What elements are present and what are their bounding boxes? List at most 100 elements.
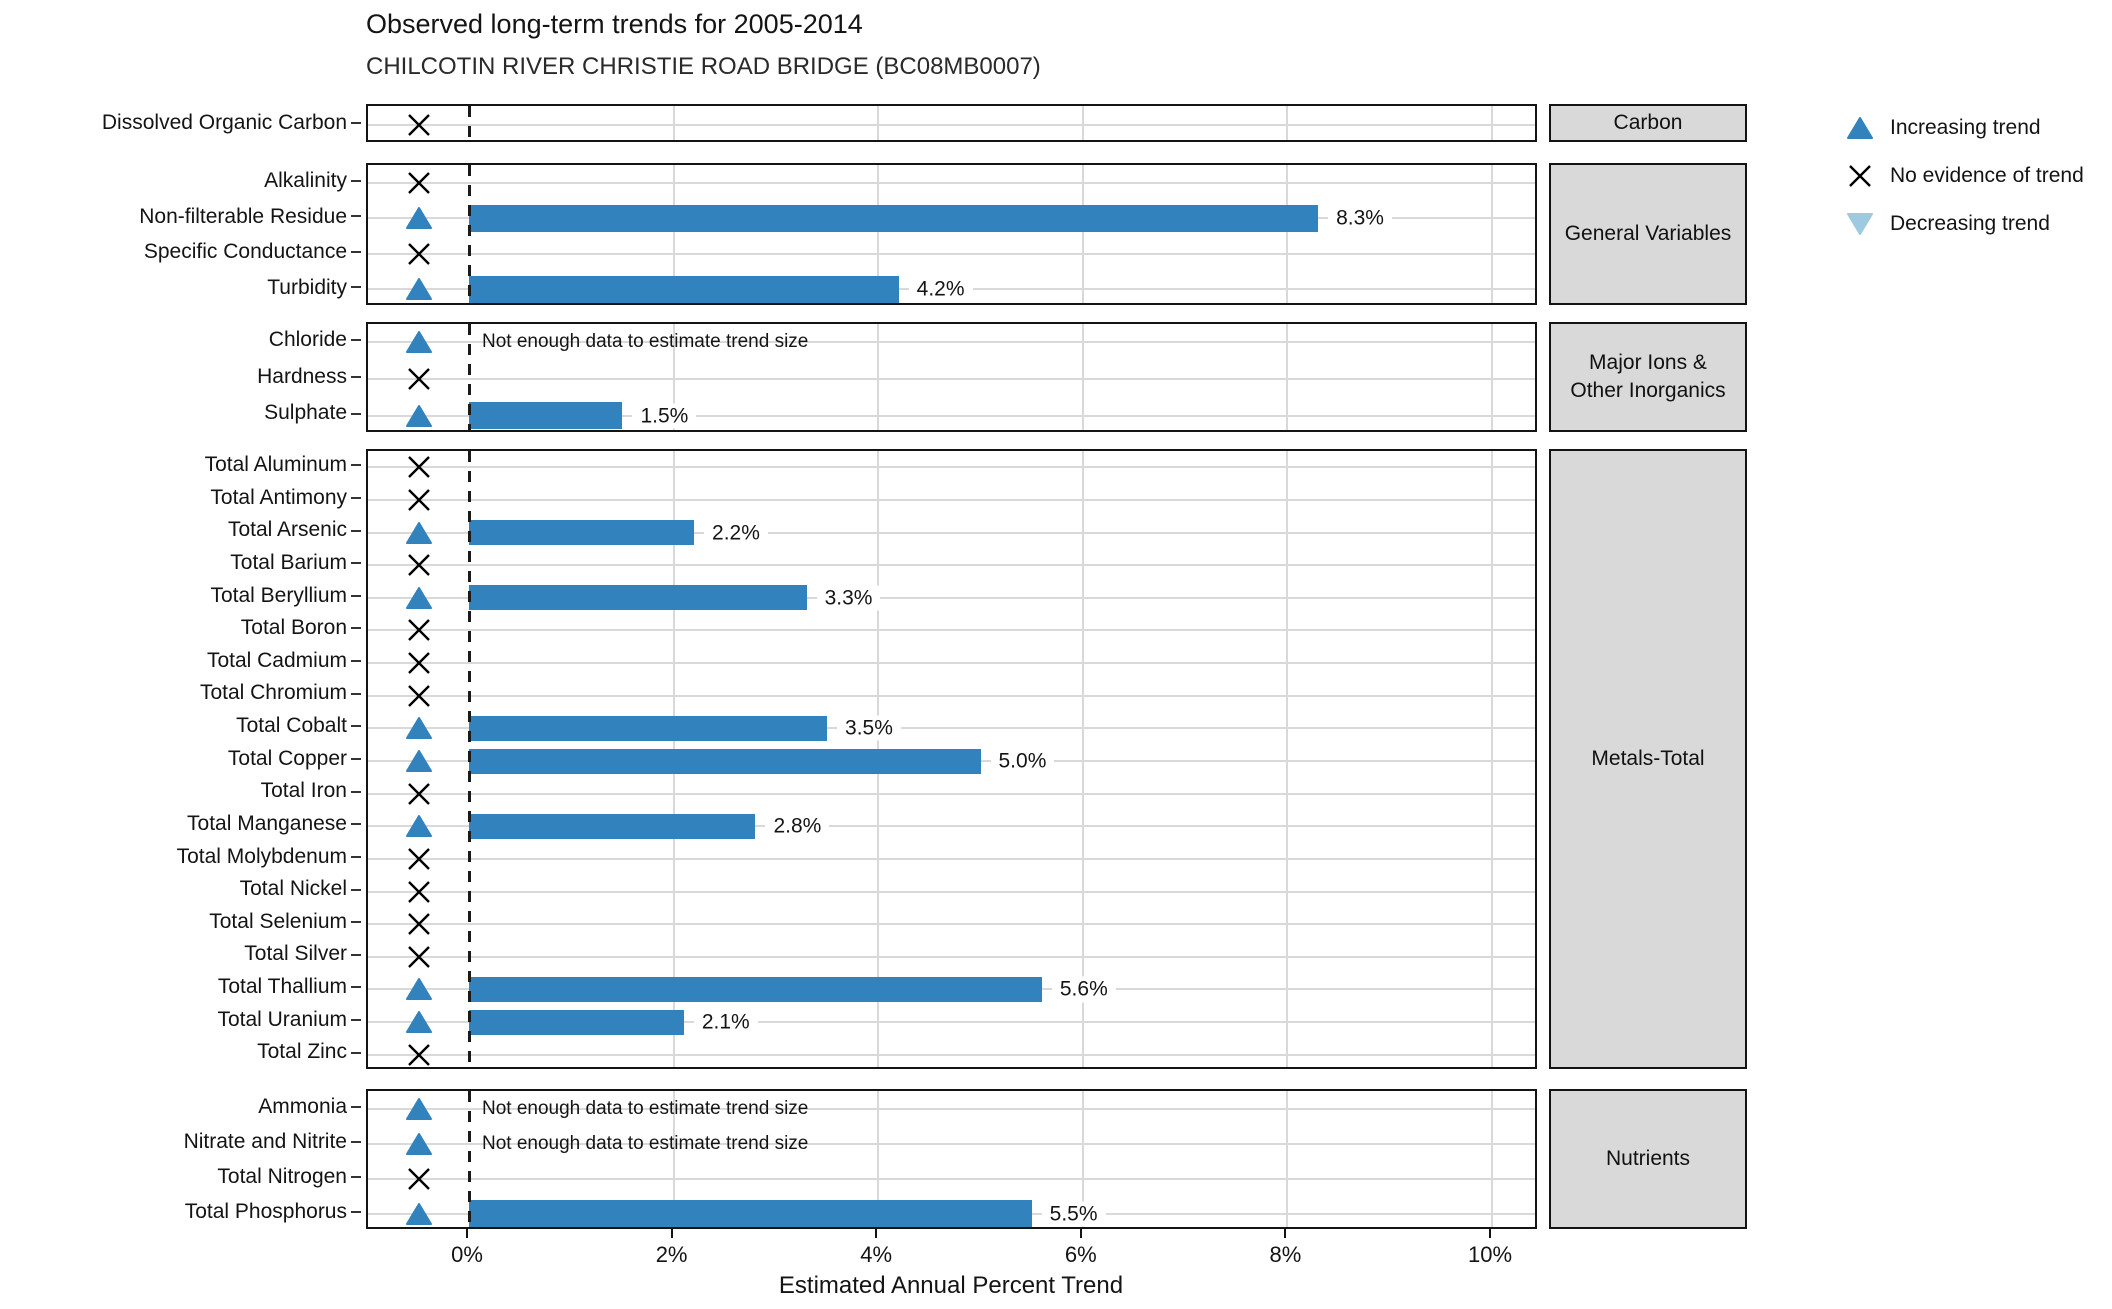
row-gridline xyxy=(368,531,1535,534)
legend-label: Decreasing trend xyxy=(1890,212,2050,235)
row-gridline xyxy=(368,694,1535,697)
x-axis-tick xyxy=(1079,1229,1082,1238)
param-label: Total Cobalt xyxy=(236,714,347,738)
vertical-gridline xyxy=(1286,451,1289,1067)
vertical-gridline xyxy=(1081,324,1084,430)
x-icon xyxy=(1842,163,1878,189)
facet-strip-major-ions-other-inorganics: Major Ions & Other Inorganics xyxy=(1549,322,1747,432)
vertical-gridline xyxy=(1286,106,1289,140)
trend-bar xyxy=(469,585,807,611)
trend-bar xyxy=(469,1009,684,1035)
param-label: Total Chromium xyxy=(199,681,347,705)
param-label: Dissolved Organic Carbon xyxy=(101,111,347,134)
row-gridline xyxy=(368,792,1535,795)
bar-value-label: 4.2% xyxy=(908,276,973,302)
no-trend-icon xyxy=(406,1166,432,1192)
bar-value-label: 5.0% xyxy=(990,748,1055,774)
bar-value-label: 2.2% xyxy=(704,520,768,546)
zero-reference-line xyxy=(468,106,471,140)
no-trend-icon xyxy=(406,112,432,138)
increasing-trend-icon xyxy=(405,404,433,428)
y-axis-tick xyxy=(351,339,361,342)
param-label: Specific Conductance xyxy=(143,240,347,263)
legend-item-decreasing: Decreasing trend xyxy=(1842,200,2084,248)
trend-bar xyxy=(469,748,981,774)
no-trend-icon xyxy=(406,911,432,937)
vertical-gridline xyxy=(1491,165,1493,303)
y-axis-tick xyxy=(351,529,361,532)
vertical-gridline xyxy=(1081,165,1084,303)
no-trend-icon xyxy=(406,366,432,392)
facet-nutrients: Ammonia Nitrate and Nitrite Total Nitrogen… xyxy=(0,1089,2112,1229)
y-axis-tick xyxy=(351,376,361,378)
increasing-trend-icon xyxy=(405,749,433,773)
row-gridline xyxy=(368,181,1535,184)
no-trend-icon xyxy=(406,879,432,905)
facet-panel-carbon xyxy=(366,104,1537,142)
facet-strip-label: Major Ions & Other Inorganics xyxy=(1570,350,1726,402)
param-label: Total Nickel xyxy=(239,877,347,901)
row-gridline xyxy=(368,1107,1535,1110)
row-gridline xyxy=(368,890,1535,893)
param-label: Alkalinity xyxy=(264,169,347,192)
param-label: Non-filterable Residue xyxy=(139,204,347,228)
vertical-gridline xyxy=(877,165,880,303)
row-gridline xyxy=(368,629,1535,632)
y-axis-tick xyxy=(351,921,361,924)
row-gridline xyxy=(368,1053,1535,1056)
no-trend-icon xyxy=(406,1042,432,1068)
row-gridline xyxy=(368,124,1535,126)
x-axis-tick xyxy=(1489,1229,1491,1238)
y-axis-tick xyxy=(351,986,361,989)
bar-value-label: 5.6% xyxy=(1051,976,1116,1002)
vertical-gridline xyxy=(1491,324,1493,430)
bar-value-label: 3.5% xyxy=(837,715,901,741)
x-axis-tick xyxy=(1284,1229,1287,1238)
y-axis-tick xyxy=(351,1019,361,1022)
row-gridline xyxy=(368,564,1535,567)
y-axis-tick xyxy=(351,888,361,891)
y-axis-tick xyxy=(351,562,361,565)
trend-bar xyxy=(469,1200,1032,1227)
legend-item-no-trend: No evidence of trend xyxy=(1842,152,2084,200)
bar-value-label: 5.5% xyxy=(1041,1200,1106,1227)
y-axis-tick xyxy=(351,1051,361,1054)
x-axis-tick xyxy=(670,1229,673,1238)
no-trend-icon xyxy=(406,552,432,578)
vertical-gridline xyxy=(1491,1091,1493,1227)
param-label: Total Barium xyxy=(230,550,347,574)
param-label: Total Beryllium xyxy=(210,583,347,607)
vertical-gridline xyxy=(1081,1091,1084,1227)
no-data-note: Not enough data to estimate trend size xyxy=(482,331,809,353)
y-axis-tick xyxy=(351,627,361,630)
legend-item-increasing: Increasing trend xyxy=(1842,104,2084,152)
row-gridline xyxy=(368,378,1535,380)
param-label: Total Boron xyxy=(240,616,347,640)
row-gridline xyxy=(368,727,1535,730)
vertical-gridline xyxy=(877,106,880,140)
facet-strip-label: Nutrients xyxy=(1605,1146,1691,1170)
y-axis-tick xyxy=(351,725,361,728)
facet-strip-label: General Variables xyxy=(1564,221,1732,245)
param-label: Total Nitrogen xyxy=(217,1165,347,1188)
param-label: Chloride xyxy=(268,328,347,351)
bar-value-label: 1.5% xyxy=(632,403,697,429)
bar-value-label: 8.3% xyxy=(1328,205,1392,231)
facet-general-variables: Alkalinity Non-filterable Residue Specific… xyxy=(0,163,2112,305)
y-axis-tick xyxy=(351,953,361,956)
param-label: Total Cadmium xyxy=(206,648,347,672)
no-trend-icon xyxy=(406,241,432,267)
x-tick-label: 2% xyxy=(655,1242,688,1267)
increasing-trend-icon xyxy=(405,814,433,838)
x-tick-label: 10% xyxy=(1467,1242,1513,1267)
y-axis-tick xyxy=(351,660,361,663)
row-gridline xyxy=(368,466,1535,469)
param-label: Ammonia xyxy=(258,1095,347,1118)
y-axis-tick xyxy=(351,215,361,218)
vertical-gridline xyxy=(1081,106,1084,140)
row-gridline xyxy=(368,662,1535,665)
param-label: Total Aluminum xyxy=(204,453,347,476)
x-tick-label: 6% xyxy=(1064,1242,1097,1267)
row-gridline xyxy=(368,857,1535,860)
param-label: Total Selenium xyxy=(209,909,347,933)
